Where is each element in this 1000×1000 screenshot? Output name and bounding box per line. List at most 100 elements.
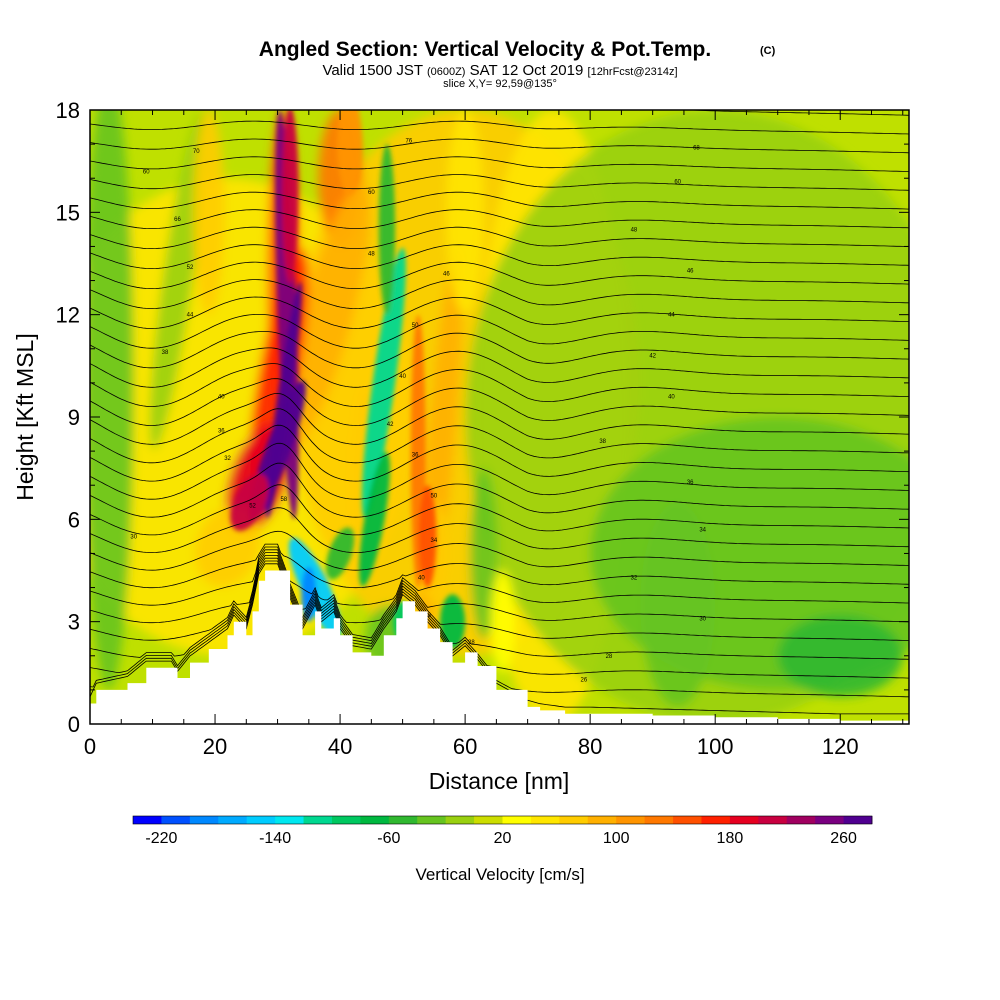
x-tick-label: 100: [697, 734, 734, 759]
x-tick-label: 120: [822, 734, 859, 759]
contour-label: 28: [424, 613, 431, 619]
slice-info: slice X,Y= 92,59@135°: [443, 78, 557, 90]
contour-label: 68: [693, 146, 700, 152]
colorbar-bin: [218, 816, 248, 824]
colorbar-tick-label: -220: [145, 830, 177, 847]
contour-label: 48: [368, 251, 375, 257]
x-tick-label: 40: [328, 734, 352, 759]
colorbar-bin: [445, 816, 475, 824]
colorbar-bin: [417, 816, 447, 824]
colorbar-bin: [360, 816, 390, 824]
contour-label: 32: [224, 456, 231, 462]
x-tick-label: 60: [453, 734, 477, 759]
contour-label: 58: [280, 497, 287, 503]
y-tick-label: 15: [56, 200, 80, 225]
contour-label: 38: [599, 439, 606, 445]
chart-subtitle: Valid 1500 JST (0600Z) SAT 12 Oct 2019 […: [322, 62, 677, 79]
colorbar-tick-label: 260: [830, 830, 857, 847]
contour-label: 66: [174, 217, 181, 223]
contour-label: 46: [443, 272, 450, 278]
contour-label: 28: [468, 640, 475, 646]
colorbar-bin: [729, 816, 759, 824]
y-tick-label: 3: [68, 610, 80, 635]
colorbar-bin: [246, 816, 276, 824]
colorbar-bin: [331, 816, 361, 824]
contour-label: 40: [668, 395, 675, 401]
y-tick-label: 12: [56, 303, 80, 328]
contour-label: 30: [130, 534, 137, 540]
contour-label: 46: [687, 268, 694, 274]
valid-date: SAT 12 Oct 2019: [470, 62, 584, 79]
colorbar-bin: [587, 816, 617, 824]
contour-label: 70: [193, 149, 200, 155]
y-axis-label: Height [Kft MSL]: [12, 333, 38, 500]
colorbar-bin: [644, 816, 674, 824]
colorbar-bin: [502, 816, 532, 824]
contour-label: 48: [631, 227, 638, 233]
contour-label: 50: [431, 493, 438, 499]
colorbar-tick-label: -140: [259, 830, 291, 847]
colorbar-tick-label: -60: [377, 830, 400, 847]
contour-label: 44: [187, 313, 194, 319]
valid-prefix: Valid 1500 JST: [322, 62, 422, 79]
contour-label: 60: [674, 180, 681, 186]
colorbar-bin: [189, 816, 219, 824]
colorbar-bin: [303, 816, 333, 824]
colorbar-bin: [815, 816, 844, 824]
terrain: [90, 570, 909, 724]
contour-label: 40: [218, 395, 225, 401]
chart-title: Angled Section: Vertical Velocity & Pot.…: [259, 38, 711, 61]
valid-utc: (0600Z): [427, 66, 466, 78]
colorbar-label: Vertical Velocity [cm/s]: [415, 865, 584, 884]
y-tick-labels: 0 3 6 9 12 15 18: [56, 98, 80, 737]
theta-contours: [90, 110, 909, 715]
contour-label: 52: [187, 265, 194, 271]
colorbar-bin: [701, 816, 731, 824]
colorbar-tick-label: 20: [494, 830, 512, 847]
colorbar-bin: [161, 816, 191, 824]
colorbar-bin: [474, 816, 503, 824]
contour-labels: 70 60 66 52 44 38 40 36 32 52 58 30 76 60 48 46 50 40 42 36…: [130, 139, 706, 684]
contour-label: 28: [606, 654, 613, 660]
contour-label: 76: [406, 139, 413, 145]
x-tick-label: 0: [84, 734, 96, 759]
axis-ticks: [89, 109, 909, 725]
colorbar-bin: [673, 816, 702, 824]
colorbar-bin: [616, 816, 646, 824]
y-tick-label: 0: [68, 712, 80, 737]
x-tick-label: 80: [578, 734, 602, 759]
colorbar-bin: [758, 816, 788, 824]
contour-label: 36: [218, 429, 225, 435]
contour-label: 40: [399, 374, 406, 380]
contour-label: 38: [162, 350, 169, 356]
contour-label: 42: [649, 354, 656, 360]
contour-label: 40: [418, 575, 425, 581]
y-tick-label: 9: [68, 405, 80, 430]
contour-label: 36: [412, 453, 419, 459]
contour-label: 50: [412, 323, 419, 329]
contour-label: 26: [581, 678, 588, 684]
contour-label: 60: [368, 190, 375, 196]
contour-label: 30: [699, 616, 706, 622]
contour-label: 36: [687, 480, 694, 486]
contour-label: 52: [249, 504, 256, 510]
colorbar-tick-label: 100: [603, 830, 630, 847]
colorbar-bin: [388, 816, 418, 824]
contour-label: 34: [699, 528, 706, 534]
x-axis-label: Distance [nm]: [429, 768, 570, 794]
y-tick-label: 6: [68, 507, 80, 532]
contour-label: 34: [431, 538, 438, 544]
x-tick-label: 20: [203, 734, 227, 759]
contour-label: 60: [143, 169, 150, 175]
colorbar-bin: [559, 816, 589, 824]
copyright-mark: (C): [760, 45, 776, 57]
forecast-info: [12hrFcst@2314z]: [588, 66, 678, 78]
x-tick-labels: 0 20 40 60 80 100 120: [84, 734, 859, 759]
colorbar-bin: [275, 816, 304, 824]
colorbar: [132, 815, 873, 825]
colorbar-bin: [530, 816, 560, 824]
contour-label: 44: [668, 313, 675, 319]
contour-label: 42: [387, 422, 394, 428]
colorbar-tick-labels: -220 -140 -60 20 100 180 260: [145, 830, 857, 847]
